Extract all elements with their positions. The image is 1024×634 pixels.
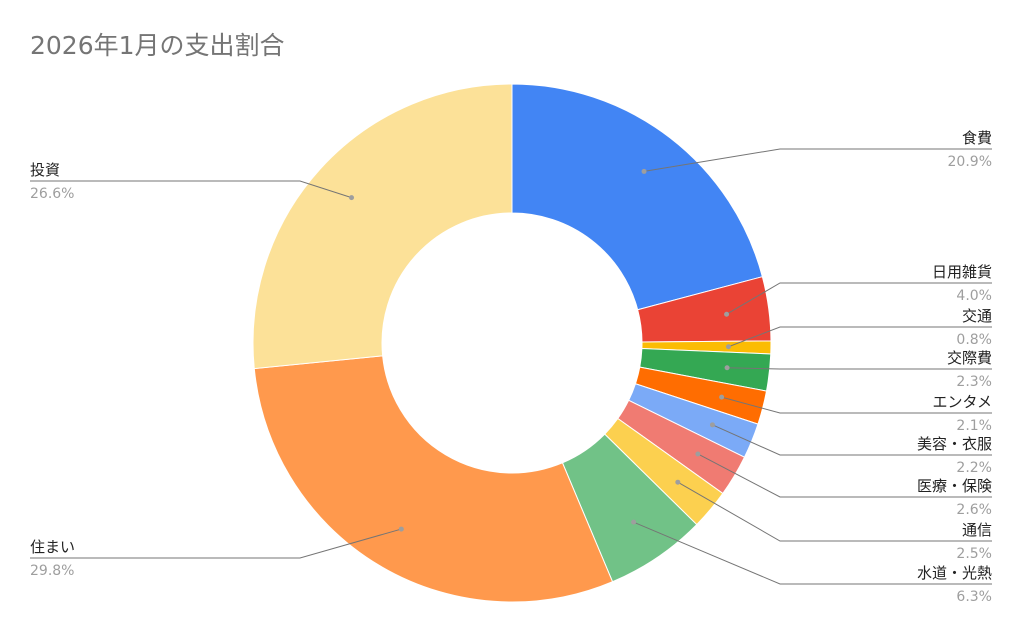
leader-line-食費 [643,148,992,172]
slice-label-日用雑貨: 日用雑貨 [932,263,992,281]
slice-value-交際費: 2.3% [956,374,992,390]
leader-line-エンタメ [721,396,992,414]
leader-dot-交通 [725,344,731,350]
slice-value-投資: 26.6% [30,186,74,202]
slice-投資 [252,83,513,370]
leader-line-美容・衣服 [712,424,992,456]
leader-dot-美容・衣服 [709,422,715,428]
leader-line-医療・保険 [697,453,992,498]
slice-label-医療・保険: 医療・保険 [917,477,992,495]
leader-line-日用雑貨 [726,282,992,315]
labels-group: 食費 20.9% 日用雑貨 4.0% 交通 0.8%交際費 2.3% エンタメ 2.1%美容・衣… [30,129,992,605]
slice-value-美容・衣服: 2.2% [956,460,992,476]
leader-line-通信 [677,481,992,542]
slice-label-エンタメ: エンタメ [932,393,992,411]
leader-dot-水道・光熱 [631,519,637,525]
leader-dot-通信 [675,479,681,485]
slice-value-水道・光熱: 6.3% [956,589,992,605]
slice-label-水道・光熱: 水道・光熱 [917,564,992,582]
leader-dot-交際費 [724,365,730,371]
leader-line-交際費 [727,367,992,370]
slices-group [252,83,772,603]
leader-dot-投資 [349,195,355,201]
leader-line-交通 [728,326,992,348]
chart-title: 2026年1月の支出割合 [30,31,285,60]
slice-value-日用雑貨: 4.0% [956,288,992,304]
slice-食費 [511,83,763,311]
slice-label-美容・衣服: 美容・衣服 [917,435,992,453]
slice-label-投資: 投資 [30,161,60,179]
slice-value-医療・保険: 2.6% [956,502,992,518]
slice-label-住まい: 住まい [30,538,75,556]
leader-dot-エンタメ [719,394,725,400]
slice-value-食費: 20.9% [948,154,992,170]
leader-dot-食費 [641,168,647,174]
slice-住まい [253,355,614,603]
slice-value-交通: 0.8% [956,332,992,348]
leader-dot-日用雑貨 [724,311,730,317]
leader-line-住まい [30,528,402,559]
slice-label-交際費: 交際費 [947,349,992,367]
slice-value-エンタメ: 2.1% [956,418,992,434]
leader-dot-医療・保険 [695,451,701,457]
slice-label-通信: 通信 [962,521,992,539]
slice-label-食費: 食費 [962,129,992,147]
leader-lines-group [30,148,992,585]
leader-dot-住まい [398,526,404,532]
leader-line-水道・光熱 [633,521,992,585]
slice-value-住まい: 29.8% [30,563,74,579]
slice-label-交通: 交通 [962,307,992,325]
leader-line-投資 [30,180,352,199]
slice-value-通信: 2.5% [956,546,992,562]
